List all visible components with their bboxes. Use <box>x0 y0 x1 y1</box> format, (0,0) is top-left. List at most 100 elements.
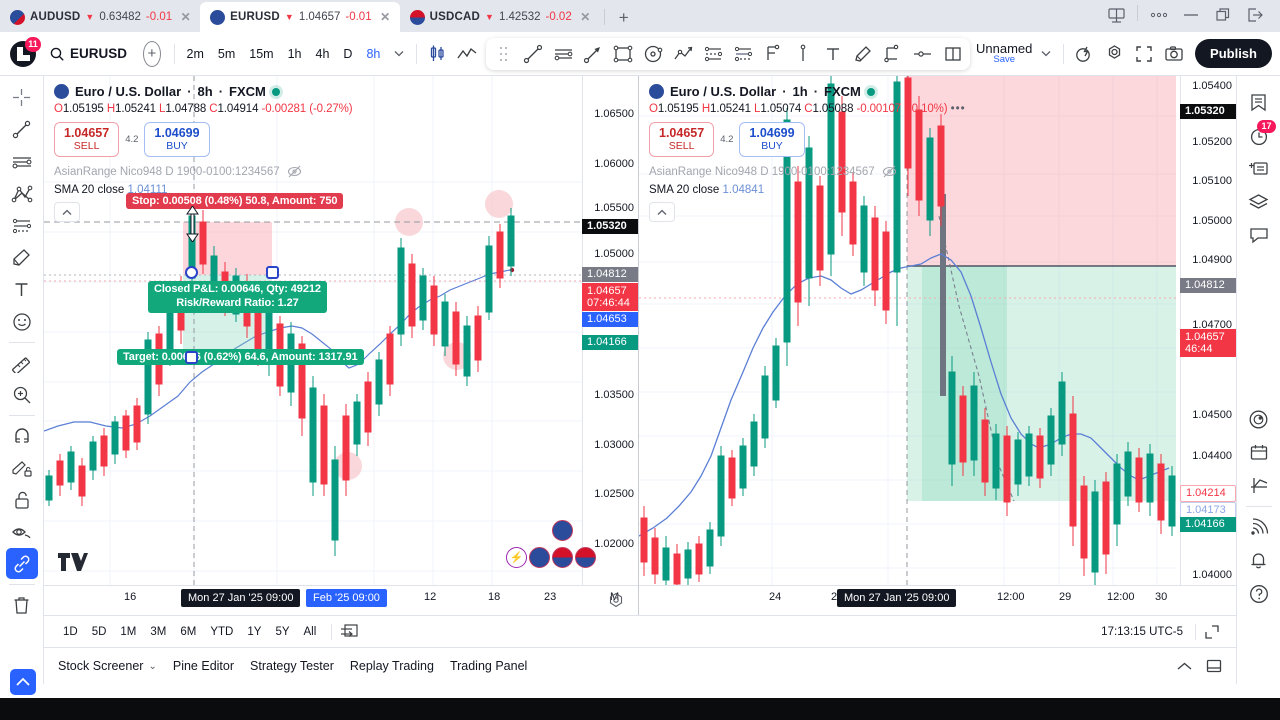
hide-indicator-icon[interactable] <box>882 165 896 178</box>
stop-label-left[interactable]: Stop: 0.00508 (0.48%) 50.8, Amount: 750 <box>126 193 344 209</box>
chevron-down-icon[interactable]: ⌄ <box>148 660 157 672</box>
range-5d[interactable]: 5D <box>91 625 107 638</box>
camera-icon[interactable] <box>1159 39 1189 69</box>
text-icon[interactable] <box>818 39 848 69</box>
trend-line-icon[interactable] <box>518 39 548 69</box>
horizontal-lines-icon[interactable] <box>548 39 578 69</box>
fullscreen-icon[interactable] <box>1129 39 1159 69</box>
indicator-asianrange-left[interactable]: AsianRange Nico948 D 1900-0100:1234567 <box>54 165 353 178</box>
chevron-down-icon[interactable] <box>387 50 411 57</box>
long-position-icon[interactable] <box>758 39 788 69</box>
chart-panel-right[interactable]: Euro / U.S. Dollar · 1h · FXCM O1.05195 … <box>639 76 1236 615</box>
pitchfork-icon[interactable] <box>6 178 38 209</box>
data-window-icon[interactable] <box>1243 469 1275 502</box>
eye-hide-icon[interactable] <box>6 516 38 547</box>
brush-icon[interactable] <box>848 39 878 69</box>
bottom-stock-screener[interactable]: Stock Screener ⌄ <box>58 659 173 673</box>
layout-icon[interactable] <box>1101 2 1131 28</box>
pencil-lock-icon[interactable] <box>6 452 38 483</box>
ruler-icon[interactable] <box>6 347 38 378</box>
tradingview-logo[interactable]: 11 <box>10 36 41 67</box>
indicator-asianrange-right[interactable]: AsianRange Nico948 D 1900-0100:1234567 <box>649 165 966 178</box>
magnet-line-icon[interactable] <box>908 39 938 69</box>
event-badge-eu[interactable] <box>529 547 550 568</box>
chat-icon[interactable] <box>1243 218 1275 251</box>
timeframe-15m[interactable]: 15m <box>249 46 274 61</box>
sell-button[interactable]: 1.04657 SELL <box>649 122 715 157</box>
chart-title-left[interactable]: Euro / U.S. Dollar · 8h · FXCM <box>54 84 353 99</box>
collapse-legend-button[interactable] <box>54 202 80 222</box>
indicator-sma-right[interactable]: SMA 20 close 1.04841 <box>649 184 966 196</box>
expand-icon[interactable] <box>1206 658 1222 674</box>
time-axis-left[interactable]: 16 12 18 23 M Mon 27 Jan '25 09:00 Feb '… <box>44 585 638 615</box>
event-badge-eu-top[interactable] <box>552 520 573 541</box>
range-1d[interactable]: 1D <box>63 625 78 638</box>
more-icon[interactable] <box>1144 2 1174 28</box>
sell-button[interactable]: 1.04657 SELL <box>54 122 120 157</box>
timeframe-4h[interactable]: 4h <box>315 46 330 61</box>
link-icon[interactable] <box>5 548 38 579</box>
target-label-left[interactable]: Target: 0.00646 (0.62%) 64.6, Amount: 13… <box>117 349 364 365</box>
bottom-pine-editor[interactable]: Pine Editor <box>172 659 235 673</box>
adjust-data-icon[interactable] <box>340 623 359 641</box>
event-badge-us-2[interactable] <box>575 547 596 568</box>
layout-chevron-icon[interactable] <box>1034 50 1058 57</box>
close-icon[interactable]: ✕ <box>180 10 191 24</box>
trash-icon[interactable] <box>6 589 38 620</box>
zoom-in-icon[interactable] <box>6 379 38 410</box>
symbol-search[interactable]: EURUSD <box>42 39 135 69</box>
add-note-icon[interactable] <box>1243 152 1275 185</box>
event-badge-us-1[interactable] <box>552 547 573 568</box>
restore-icon[interactable] <box>1208 2 1238 28</box>
magnet-icon[interactable] <box>6 420 38 451</box>
minimize-icon[interactable] <box>1176 2 1206 28</box>
arrow-marker-icon[interactable] <box>578 39 608 69</box>
drag-handle-icon[interactable] <box>488 39 518 69</box>
broadcast-icon[interactable] <box>1243 511 1275 544</box>
price-axis-right[interactable]: 1.05400 1.05200 1.05100 1.05000 1.04900 … <box>1180 76 1236 585</box>
text-icon[interactable] <box>6 274 38 305</box>
layers-icon[interactable] <box>1243 185 1275 218</box>
cursor-cross-icon[interactable] <box>6 82 38 113</box>
time-axis-right[interactable]: 24 2 12:00 29 12:00 30 Mon 27 Jan '25 09… <box>639 585 1236 615</box>
timeframe-d[interactable]: D <box>343 46 353 61</box>
publish-button[interactable]: Publish <box>1195 39 1272 68</box>
help-icon[interactable] <box>1243 577 1275 610</box>
ideas-icon[interactable] <box>1243 403 1275 436</box>
calendar-icon[interactable] <box>1243 436 1275 469</box>
watchlist-icon[interactable] <box>1243 86 1275 119</box>
bell-icon[interactable] <box>1243 544 1275 577</box>
entry-handle-left[interactable] <box>185 266 198 279</box>
range-ytd[interactable]: YTD <box>210 625 234 638</box>
range-6m[interactable]: 6M <box>180 625 197 638</box>
timeframe-1h[interactable]: 1h <box>287 46 302 61</box>
toggle-drawings-button[interactable] <box>10 669 36 695</box>
close-icon[interactable]: ✕ <box>580 10 591 24</box>
close-icon[interactable]: ✕ <box>380 10 391 24</box>
timeframe-5m[interactable]: 5m <box>217 46 236 61</box>
range-all[interactable]: All <box>303 625 317 638</box>
chart-plot-right[interactable] <box>639 76 1236 585</box>
line-chart-icon[interactable] <box>452 39 482 69</box>
pitchfork-icon[interactable] <box>668 39 698 69</box>
layout-split-icon[interactable] <box>938 39 968 69</box>
lock-icon[interactable] <box>6 484 38 515</box>
exit-icon[interactable] <box>1240 2 1270 28</box>
layout-name[interactable]: Unnamed Save <box>976 42 1032 66</box>
alerts-clock-icon[interactable]: 17 <box>1243 119 1276 152</box>
buy-button[interactable]: 1.04699 BUY <box>739 122 805 157</box>
measure-icon[interactable] <box>878 39 908 69</box>
bottom-replay-trading[interactable]: Replay Trading <box>349 659 434 673</box>
range-3m[interactable]: 3M <box>150 625 167 638</box>
tab-eurusd[interactable]: EURUSD ▼ 1.04657 -0.01 ✕ <box>200 2 400 32</box>
hide-indicator-icon[interactable] <box>287 165 301 178</box>
indicators-icon[interactable] <box>1069 39 1099 69</box>
rectangle-icon[interactable] <box>608 39 638 69</box>
fib-retracement-icon[interactable] <box>698 39 728 69</box>
pnl-label-left[interactable]: Closed P&L: 0.00646, Qty: 49212 Risk/Rew… <box>148 281 327 313</box>
circle-icon[interactable] <box>638 39 668 69</box>
chart-panel-left[interactable]: Euro / U.S. Dollar · 8h · FXCM O1.05195 … <box>44 76 639 615</box>
collapse-legend-button[interactable] <box>649 202 675 222</box>
target-handle-left[interactable] <box>185 351 198 364</box>
brush-icon[interactable] <box>6 242 38 273</box>
